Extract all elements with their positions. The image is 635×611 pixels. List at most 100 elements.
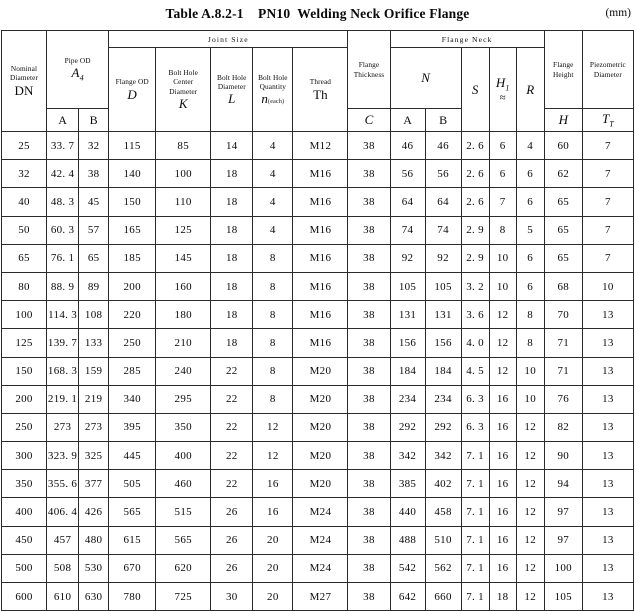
header-h1-symbol: H1 ≈ xyxy=(488,47,517,132)
cell-s: 3. 6 xyxy=(460,300,490,330)
cell-r: 6 xyxy=(515,243,545,273)
cell-d: 220 xyxy=(108,300,157,330)
cell-l: 26 xyxy=(210,525,254,555)
cell-s: 7. 1 xyxy=(460,525,490,555)
cell-nb: 74 xyxy=(424,215,462,245)
header-h1-approx: ≈ xyxy=(499,92,506,105)
cell-n: 20 xyxy=(252,553,294,584)
cell-c: 38 xyxy=(347,215,391,245)
header-bolt-hole-center-diameter-symbol: K xyxy=(178,95,188,111)
cell-th: M16 xyxy=(292,271,349,302)
cell-l: 18 xyxy=(210,271,254,302)
cell-nb: 92 xyxy=(424,243,462,273)
cell-tt: 13 xyxy=(581,300,635,330)
cell-b: 159 xyxy=(78,356,110,386)
cell-nb: 131 xyxy=(424,300,462,330)
cell-h: 90 xyxy=(543,441,583,471)
cell-k: 460 xyxy=(155,469,212,499)
cell-c: 38 xyxy=(347,497,391,527)
header-symbol-row: A B C A B H TT xyxy=(2,108,635,132)
cell-h1: 12 xyxy=(488,328,517,358)
cell-r: 12 xyxy=(515,553,545,584)
cell-k: 620 xyxy=(155,553,212,584)
table-row: 150 168. 3 159 285 240 22 8 M20 38 184 184 4. 5 12 10… xyxy=(0,356,635,386)
cell-s: 6. 3 xyxy=(460,412,490,443)
cell-tt: 7 xyxy=(581,215,635,245)
cell-b: 530 xyxy=(78,553,110,584)
cell-r: 12 xyxy=(515,412,545,443)
cell-n: 8 xyxy=(252,328,294,358)
cell-th: M24 xyxy=(292,497,349,527)
cell-a: 323. 9 xyxy=(46,441,80,471)
cell-k: 210 xyxy=(155,328,212,358)
table-row: 400 406. 4 426 565 515 26 16 M24 38 440 458 7. 1 16 1… xyxy=(0,497,635,527)
cell-n: 16 xyxy=(252,497,294,527)
cell-c: 38 xyxy=(347,412,391,443)
cell-dn: 32 xyxy=(0,159,48,189)
cell-r: 12 xyxy=(515,581,545,611)
cell-nb: 402 xyxy=(424,469,462,499)
cell-tt: 10 xyxy=(581,271,635,302)
cell-dn: 125 xyxy=(0,328,48,358)
cell-nb: 562 xyxy=(424,553,462,584)
cell-s: 2. 6 xyxy=(460,130,490,161)
cell-s: 6. 3 xyxy=(460,384,490,414)
cell-l: 22 xyxy=(210,469,254,499)
cell-dn: 250 xyxy=(0,412,48,443)
header-group-joint-size: Joint Size xyxy=(108,30,349,48)
cell-a: 168. 3 xyxy=(46,356,80,386)
header-thread: Thread Th xyxy=(292,47,349,132)
cell-th: M20 xyxy=(292,412,349,443)
table-row: 600 610 630 780 725 30 20 M27 38 642 660 7. 1 18 12 10… xyxy=(0,581,635,611)
cell-n: 8 xyxy=(252,271,294,302)
cell-na: 131 xyxy=(389,300,426,330)
cell-na: 64 xyxy=(389,187,426,217)
cell-tt: 13 xyxy=(581,384,635,414)
cell-nb: 46 xyxy=(424,130,462,161)
table-row: 100 114. 3 108 220 180 18 8 M16 38 131 131 3. 6 12 8 7… xyxy=(0,300,635,330)
cell-l: 22 xyxy=(210,356,254,386)
cell-h: 65 xyxy=(543,215,583,245)
cell-dn: 50 xyxy=(0,215,48,245)
cell-r: 8 xyxy=(515,328,545,358)
table-row: 450 457 480 615 565 26 20 M24 38 488 510 7. 1 16 12 97… xyxy=(0,525,635,555)
header-flange-od: Flange OD D xyxy=(108,47,157,132)
cell-h: 105 xyxy=(543,581,583,611)
cell-b: 219 xyxy=(78,384,110,414)
cell-na: 234 xyxy=(389,384,426,414)
cell-th: M27 xyxy=(292,581,349,611)
cell-nb: 234 xyxy=(424,384,462,414)
cell-a: 48. 3 xyxy=(46,187,80,217)
table-row: 25 33. 7 32 115 85 14 4 M12 38 46 46 2. 6 6 4 60 7 xyxy=(0,130,635,161)
cell-th: M20 xyxy=(292,469,349,499)
cell-b: 273 xyxy=(78,412,110,443)
cell-tt: 13 xyxy=(581,412,635,443)
cell-a: 355. 6 xyxy=(46,469,80,499)
cell-r: 10 xyxy=(515,356,545,386)
table-header: Nominal Diameter DN Pipe OD A4 Joint Size… xyxy=(0,30,635,132)
cell-b: 38 xyxy=(78,159,110,189)
page-root: Table A.8.2-1 PN10 Welding Neck Orifice … xyxy=(0,6,635,611)
cell-l: 22 xyxy=(210,412,254,443)
header-pipe-od-words: Pipe OD xyxy=(64,55,91,65)
cell-dn: 400 xyxy=(0,497,48,527)
header-s-symbol: S xyxy=(460,47,490,132)
cell-dn: 350 xyxy=(0,469,48,499)
cell-tt: 13 xyxy=(581,581,635,611)
cell-s: 4. 5 xyxy=(460,356,490,386)
cell-d: 505 xyxy=(108,469,157,499)
cell-b: 108 xyxy=(78,300,110,330)
cell-b: 133 xyxy=(78,328,110,358)
cell-k: 145 xyxy=(155,243,212,273)
cell-s: 2. 6 xyxy=(460,187,490,217)
cell-tt: 7 xyxy=(581,243,635,273)
header-group-flange-neck: Flange Neck xyxy=(389,30,545,48)
cell-n: 4 xyxy=(252,159,294,189)
cell-k: 295 xyxy=(155,384,212,414)
cell-b: 630 xyxy=(78,581,110,611)
cell-c: 38 xyxy=(347,553,391,584)
header-flange-thickness-symbol: C xyxy=(347,108,391,132)
cell-b: 32 xyxy=(78,130,110,161)
table-row: 50 60. 3 57 165 125 18 4 M16 38 74 74 2. 9 8 5 65 7 xyxy=(0,215,635,245)
cell-h1: 6 xyxy=(488,130,517,161)
